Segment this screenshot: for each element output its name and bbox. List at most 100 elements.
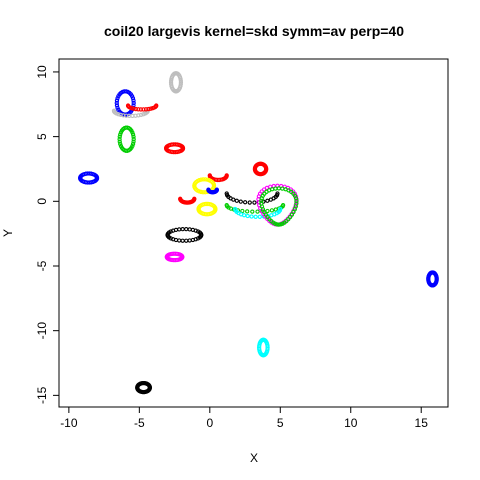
data-point (94, 176, 100, 182)
data-point (198, 189, 204, 195)
data-point (114, 103, 120, 108)
data-point (118, 130, 124, 135)
data-point (250, 209, 255, 214)
data-point (147, 386, 152, 391)
y-tick-label: 5 (35, 133, 49, 140)
data-point (257, 214, 262, 219)
data-point (231, 197, 236, 202)
data-point (213, 207, 218, 213)
x-axis-label: X (250, 451, 258, 465)
data-point (187, 227, 192, 232)
data-point (154, 103, 159, 108)
data-point (130, 132, 136, 137)
data-point (131, 139, 136, 144)
data-point (180, 238, 185, 243)
data-point (214, 187, 220, 192)
data-point (278, 206, 283, 212)
data-point (275, 191, 280, 196)
data-point (238, 199, 243, 204)
data-point (131, 98, 136, 103)
data-point (247, 200, 252, 205)
y-tick-label: -5 (35, 260, 49, 271)
data-point (116, 93, 121, 99)
y-tick-label: -10 (35, 322, 49, 340)
data-point (130, 96, 136, 101)
data-point (173, 237, 179, 243)
data-point (143, 107, 149, 112)
x-tick-label: -10 (60, 416, 78, 430)
data-point (192, 196, 197, 201)
data-point (249, 214, 254, 219)
data-point (133, 106, 139, 112)
data-point (131, 106, 136, 111)
data-point (190, 227, 196, 233)
x-tick-label: 10 (344, 416, 358, 430)
data-point (206, 178, 212, 183)
data-point (129, 106, 134, 111)
data-point (184, 238, 189, 243)
data-point (117, 137, 122, 142)
data-point (180, 227, 185, 232)
data-point (169, 78, 174, 83)
data-point (245, 209, 250, 214)
data-point (138, 107, 144, 112)
data-point (263, 167, 269, 173)
data-point (292, 207, 297, 212)
data-point (255, 209, 260, 214)
data-point (242, 200, 248, 205)
data-point (115, 105, 120, 110)
data-point (118, 141, 123, 147)
y-axis-label: Y (1, 229, 15, 237)
data-point (131, 137, 136, 142)
data-point (130, 141, 136, 147)
data-point (200, 177, 206, 182)
data-point (273, 186, 278, 191)
y-tick-label: 0 (35, 198, 49, 205)
data-point (180, 146, 185, 152)
data-point (240, 208, 245, 214)
data-point (205, 177, 210, 182)
chart-title: coil20 largevis kernel=skd symm=av perp=… (104, 23, 404, 39)
data-point (198, 177, 204, 182)
data-point (114, 98, 120, 103)
data-point (280, 203, 286, 208)
data-point (245, 213, 250, 219)
data-point (178, 82, 183, 87)
data-point (198, 234, 204, 239)
data-point (138, 112, 144, 118)
data-point (224, 173, 229, 178)
data-point (280, 186, 285, 191)
data-point (177, 227, 182, 232)
data-point (234, 198, 239, 203)
data-point (211, 184, 216, 190)
data-point (131, 134, 136, 139)
data-point (269, 208, 275, 213)
data-point (146, 106, 151, 112)
data-point (434, 278, 439, 283)
data-point (276, 222, 282, 227)
data-point (116, 112, 121, 117)
data-point (276, 186, 282, 191)
data-point (130, 143, 135, 149)
data-point (265, 198, 270, 203)
data-point (115, 96, 120, 101)
x-tick-label: 0 (206, 416, 213, 430)
data-point (253, 214, 258, 219)
y-tick-label: -15 (35, 386, 49, 404)
data-point (136, 107, 141, 112)
data-point (178, 83, 183, 89)
data-point (141, 107, 146, 112)
x-tick-label: 5 (277, 416, 284, 430)
data-point (200, 190, 206, 195)
data-point (241, 213, 247, 218)
data-point (117, 139, 122, 144)
data-point (203, 190, 208, 195)
data-point (184, 227, 189, 232)
data-point (148, 106, 153, 111)
data-point (118, 132, 123, 137)
axes: -10 -5 0 5 10 15 -15 -10 -5 0 5 10 (35, 65, 428, 430)
data-point (180, 255, 185, 260)
x-tick-label: -5 (134, 416, 145, 430)
data-point (187, 238, 192, 243)
